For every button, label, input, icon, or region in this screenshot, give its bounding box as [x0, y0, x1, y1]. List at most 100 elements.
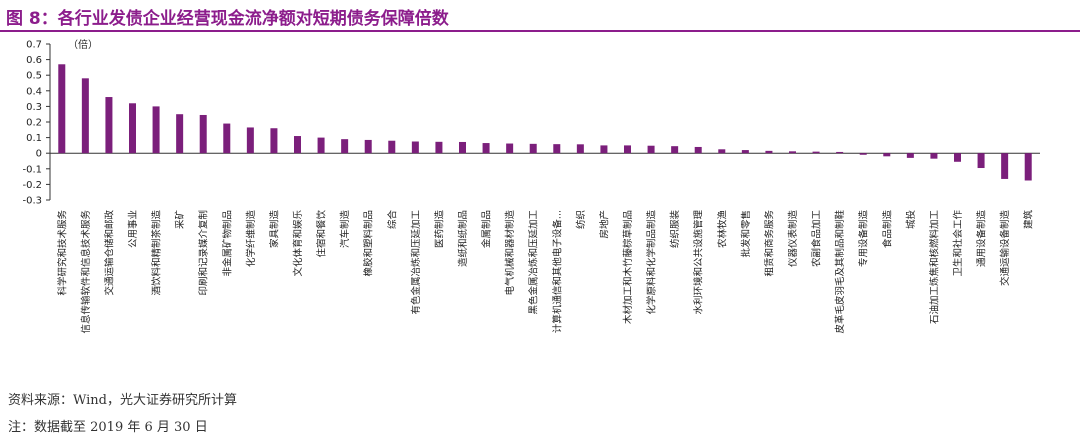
bar	[341, 139, 349, 154]
category-label: 化学原料和化学制品制造	[646, 210, 658, 315]
category-label: 有色金属冶炼和压延加工	[410, 210, 422, 315]
y-tick-label: 0.5	[26, 71, 42, 82]
y-tick-label: 0.6	[26, 55, 42, 66]
bar	[600, 145, 608, 154]
category-label: 食品制造	[881, 210, 893, 249]
y-tick-label: 0.4	[26, 86, 42, 97]
category-label: 租赁和商务服务	[763, 210, 775, 277]
bar	[718, 149, 726, 154]
bar	[176, 114, 184, 154]
bar	[81, 78, 89, 154]
category-label: 电气机械和器材制造	[504, 210, 516, 296]
category-label: 仪器仪表制造	[787, 210, 799, 268]
bar	[459, 141, 466, 154]
bar	[1001, 153, 1009, 179]
category-label: 农副食品加工	[811, 210, 823, 268]
source-note: 资料来源：Wind，光大证券研究所计算	[8, 393, 237, 408]
bar	[977, 153, 985, 169]
category-label: 计算机通信和其他电子设备...	[551, 210, 563, 333]
y-tick-label: 0.7	[26, 40, 42, 51]
bar	[836, 151, 844, 154]
category-label: 农林牧渔	[716, 210, 728, 249]
bar	[812, 151, 820, 154]
category-label: 金属制品	[481, 210, 493, 248]
y-tick-label: -0.1	[22, 164, 42, 175]
category-label: 汽车制造	[339, 210, 351, 249]
category-label: 交通运输仓储和邮政	[103, 210, 115, 296]
category-label: 城投	[905, 210, 917, 230]
date-note: 注：数据截至 2019 年 6 月 30 日	[8, 420, 208, 435]
figure-title: 图 8：各行业发债企业经营现金流净额对短期债务保障倍数	[6, 9, 449, 29]
category-label: 批发和零售	[740, 210, 752, 258]
y-tick-label: -0.2	[22, 180, 42, 191]
bar	[506, 143, 514, 154]
category-label: 造纸和纸制品	[457, 210, 469, 267]
category-label: 交通运输设备制造	[999, 210, 1011, 287]
bar	[294, 136, 301, 154]
category-label: 通用设备制造	[976, 210, 988, 268]
bar	[129, 103, 136, 154]
category-label: 医药制造	[433, 210, 445, 249]
x-axis-labels: 科学研究和技术服务 信息传输软件和信息技术服务 交通运输仓储和邮政 公用事业 酒饮料和精…	[56, 210, 1034, 334]
bar	[765, 150, 773, 154]
bar	[223, 123, 231, 154]
y-tick-label: -0.3	[22, 196, 42, 207]
category-label: 综合	[386, 210, 398, 230]
bar	[246, 127, 254, 154]
y-axis: 0.7 0.6 0.5 0.4 0.3 0.2 0.1 0 -0.1 -0.2 -0.3	[22, 40, 1040, 207]
unit-label: （倍）	[68, 38, 98, 51]
category-label: 橡胶和塑料制品	[363, 210, 375, 277]
bar	[482, 143, 490, 154]
category-label: 印刷和记录媒介复制	[198, 210, 210, 296]
bar	[694, 146, 702, 154]
category-label: 文化体育和娱乐	[292, 210, 304, 277]
category-label: 采矿	[174, 210, 186, 230]
category-label: 木材加工和木竹藤棕草制品	[622, 210, 634, 324]
bar	[529, 143, 537, 154]
bar	[576, 144, 584, 154]
bar	[859, 153, 867, 155]
category-label: 卫生和社会工作	[952, 210, 964, 277]
bar	[364, 139, 372, 154]
bar	[624, 145, 631, 154]
y-tick-label: 0.2	[26, 118, 42, 129]
bar	[553, 144, 561, 154]
title-bar: 图 8：各行业发债企业经营现金流净额对短期债务保障倍数	[0, 0, 1080, 32]
bar	[388, 140, 396, 154]
bar	[411, 141, 419, 154]
bar	[741, 150, 749, 154]
bar	[105, 97, 113, 154]
category-label: 化学纤维制造	[245, 210, 257, 268]
category-label: 信息传输软件和信息技术服务	[80, 210, 92, 334]
bar	[199, 114, 207, 154]
category-label: 房地产	[598, 210, 610, 239]
category-label: 非金属矿物制品	[221, 210, 233, 277]
bar	[1024, 153, 1032, 181]
category-label: 建筑	[1023, 210, 1035, 230]
category-label: 住宿和餐饮	[316, 210, 328, 258]
bar	[435, 141, 443, 154]
bars	[58, 64, 1032, 181]
category-label: 科学研究和技术服务	[56, 210, 68, 296]
bar	[270, 128, 278, 154]
bar	[317, 137, 325, 154]
bar	[789, 151, 796, 154]
category-label: 纺织	[575, 210, 587, 229]
bar	[58, 64, 66, 154]
bar	[930, 153, 938, 159]
category-label: 酒饮料和精制茶制造	[151, 210, 163, 296]
y-tick-label: 0	[36, 149, 42, 160]
y-tick-label: 0.3	[26, 102, 42, 113]
bar	[906, 153, 914, 158]
y-tick-label: 0.1	[26, 133, 42, 144]
bar	[671, 146, 679, 154]
bar	[954, 153, 961, 162]
bar-chart: 0.7 0.6 0.5 0.4 0.3 0.2 0.1 0 -0.1 -0.2 -0.3 科学研究和…	[22, 38, 1040, 334]
category-label: 专用设备制造	[858, 210, 870, 268]
bar	[152, 106, 160, 154]
category-label: 公用事业	[127, 210, 139, 248]
category-label: 石油加工炼焦和核燃料加工	[928, 210, 940, 325]
category-label: 纺织服装	[669, 210, 681, 249]
bar	[647, 145, 655, 154]
category-label: 家具制造	[268, 210, 280, 249]
